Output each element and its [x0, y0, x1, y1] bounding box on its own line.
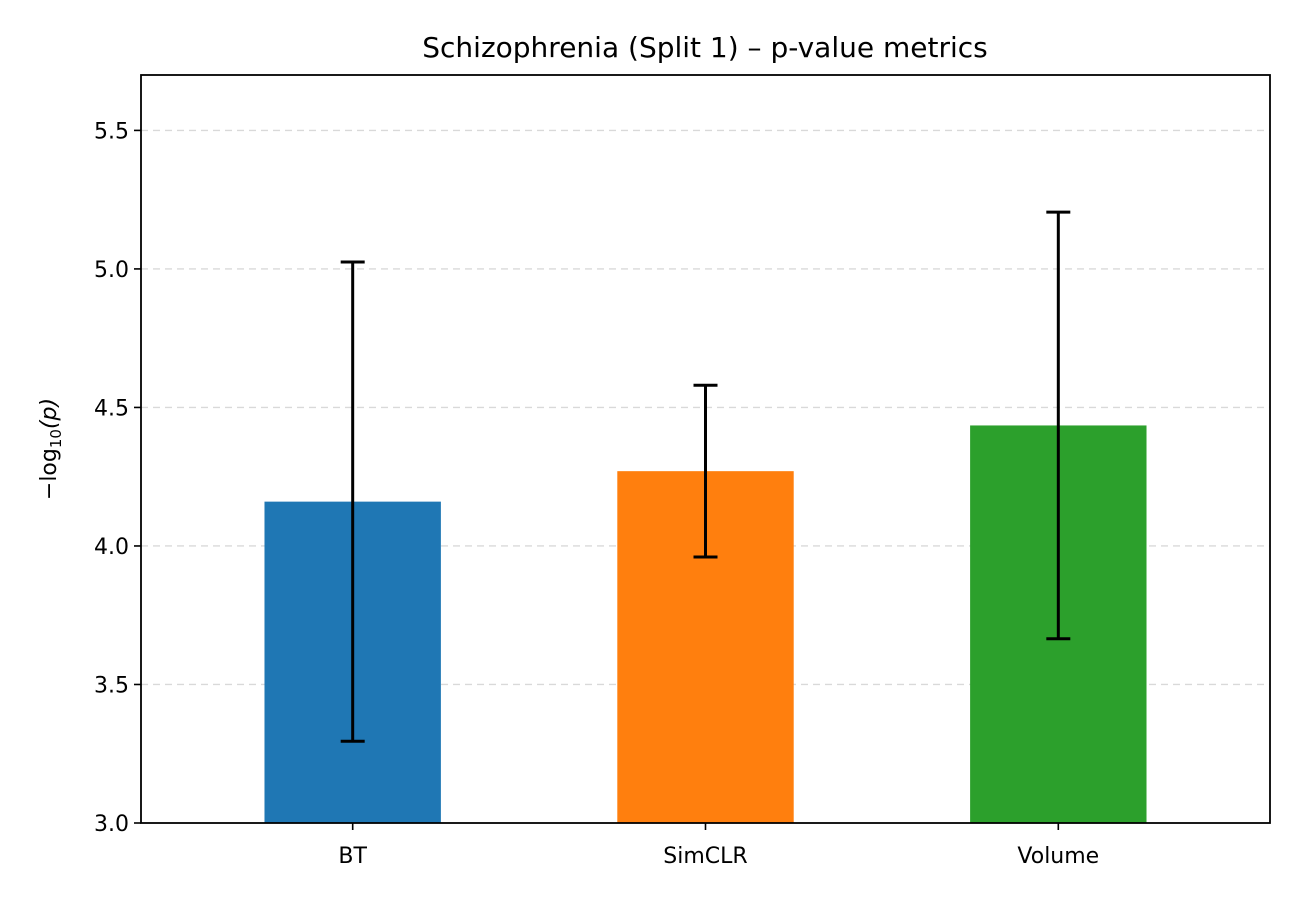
y-axis-label-suffix: (p)	[37, 398, 62, 429]
y-tick-label: 3.0	[94, 812, 129, 837]
y-tick-label: 4.0	[94, 535, 129, 560]
y-tick-label: 5.5	[94, 119, 129, 144]
x-tick-label-bt: BT	[338, 844, 367, 869]
y-axis-label: −log10(p)	[37, 398, 65, 500]
error-bar-volume	[1046, 210, 1071, 641]
error-bar-bt	[340, 260, 365, 743]
y-tick-label: 4.5	[94, 396, 129, 421]
y-axis-label-subscript: 10	[47, 429, 65, 448]
y-tick-label: 3.5	[94, 673, 129, 698]
error-bars	[340, 210, 1071, 743]
y-axis-label-prefix: −log	[37, 448, 62, 500]
x-tick-label-volume: Volume	[1017, 844, 1099, 869]
y-tick-label: 5.0	[94, 258, 129, 283]
x-tick-label-simclr: SimCLR	[663, 844, 747, 869]
chart-title: Schizophrenia (Split 1) – p-value metric…	[422, 31, 987, 64]
x-axis-ticks: BT SimCLR Volume	[338, 823, 1099, 869]
error-bar-simclr	[693, 383, 718, 559]
y-axis-ticks: 3.0 3.5 4.0 4.5 5.0 5.5	[94, 119, 141, 837]
